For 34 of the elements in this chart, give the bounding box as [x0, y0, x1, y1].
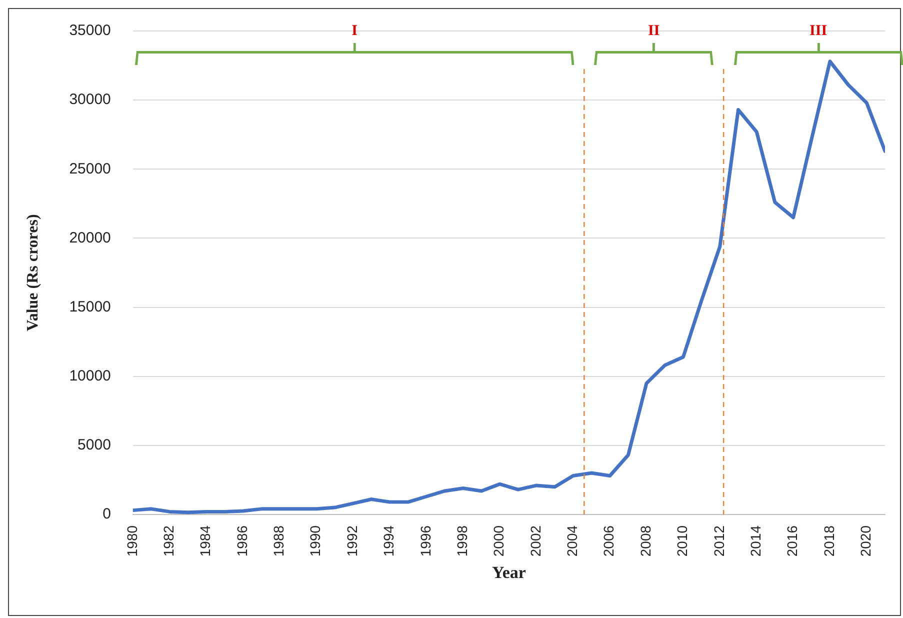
- y-tick-label: 20000: [69, 229, 111, 246]
- x-tick-label: 2012: [710, 525, 727, 557]
- y-axis-title: Value (Rs crores): [24, 214, 42, 332]
- annotation: III: [808, 23, 828, 40]
- x-tick-label: 1990: [307, 525, 324, 557]
- x-tick-label: 1996: [417, 525, 434, 557]
- y-tick-label: 15000: [69, 298, 111, 316]
- x-tick-label: 2006: [600, 525, 617, 557]
- x-tick-label: 1994: [380, 525, 397, 557]
- x-tick-label: 1986: [234, 525, 250, 557]
- y-tick-label: 35000: [69, 22, 111, 40]
- y-tick-label: 30000: [69, 91, 111, 108]
- x-tick-label: 2020: [858, 525, 874, 557]
- x-tick-label: 2008: [637, 525, 654, 557]
- y-tick-label: 5000: [78, 436, 111, 454]
- x-axis-title: Year: [492, 563, 526, 582]
- x-tick-label: 1988: [270, 525, 287, 557]
- x-tick-label: 2018: [820, 525, 837, 557]
- x-tick-label: 1984: [197, 525, 214, 557]
- x-tick-label: 1980: [124, 525, 140, 557]
- y-tick-label: 10000: [69, 367, 111, 384]
- annotation: I: [350, 23, 358, 40]
- x-tick-label: 2010: [674, 525, 690, 557]
- x-tick-label: 2014: [747, 525, 764, 557]
- x-tick-label: 2000: [490, 525, 507, 557]
- x-tick-label: 2016: [784, 525, 800, 557]
- y-tick-label: 0: [102, 506, 111, 523]
- x-tick-label: 2004: [564, 525, 580, 557]
- x-tick-label: 2002: [527, 525, 544, 557]
- x-tick-label: 1998: [454, 525, 470, 557]
- annotation: II: [647, 23, 661, 40]
- y-tick-label: 25000: [69, 160, 111, 178]
- x-tick-label: 1992: [344, 525, 360, 557]
- x-tick-label: 1982: [160, 525, 176, 557]
